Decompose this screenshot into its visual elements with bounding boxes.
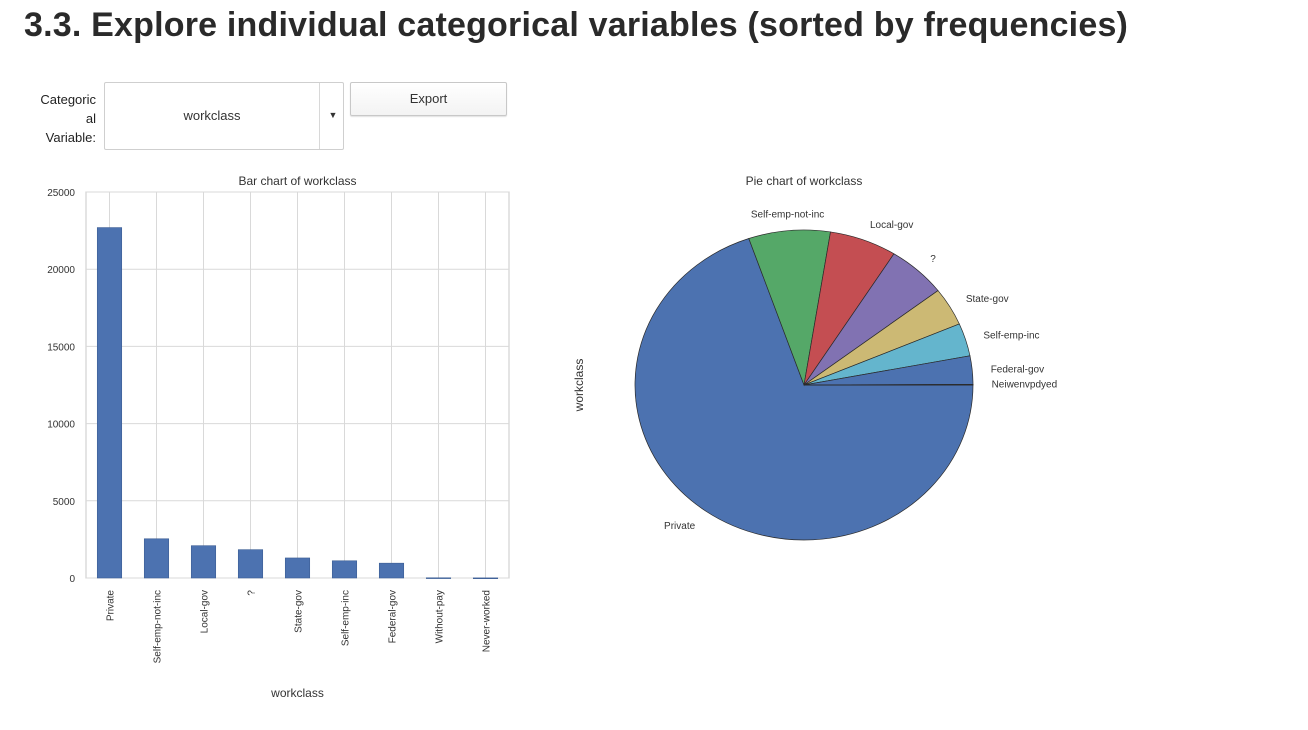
x-tick-label: Without-pay xyxy=(435,590,446,643)
export-button[interactable]: Export xyxy=(350,82,507,116)
caret-down-icon[interactable]: ▼ xyxy=(328,110,338,120)
variable-label-line-3: Variable: xyxy=(45,130,96,145)
bar-Self-emp-inc xyxy=(331,560,358,579)
selected-variable-value: workclass xyxy=(183,108,241,123)
bar-chart-title: Bar chart of workclass xyxy=(238,174,356,188)
variable-label-line-2: al xyxy=(85,111,96,126)
bar-State-gov xyxy=(284,557,311,579)
bar-x-axis-label: workclass xyxy=(270,686,324,700)
bar-Without-pay xyxy=(425,577,452,579)
bar-Never-worked xyxy=(472,577,499,579)
dropdown-divider xyxy=(319,83,320,149)
x-tick-label: Self-emp-inc xyxy=(341,590,352,646)
x-tick-label: Self-emp-not-inc xyxy=(153,590,164,663)
x-tick-label: Local-gov xyxy=(200,590,211,633)
slice-Private xyxy=(634,238,974,541)
bar-Private xyxy=(96,227,123,579)
variable-label-line-1: Categoric xyxy=(40,92,96,107)
slice-label: Self-emp-inc xyxy=(983,331,1039,342)
bar-? xyxy=(237,549,264,579)
y-tick-label: 0 xyxy=(69,574,75,585)
slice-label: Federal-gov xyxy=(991,364,1044,375)
y-tick-label: 20000 xyxy=(47,265,75,276)
y-tick-label: 10000 xyxy=(47,420,75,431)
slice-label: ? xyxy=(930,254,936,265)
bar-Local-gov xyxy=(190,545,217,579)
slice-label: State-gov xyxy=(966,294,1009,305)
bar-Federal-gov xyxy=(378,562,405,579)
slice-label: Local-gov xyxy=(870,220,913,231)
slice-label-overlap: Neiwenvpdyed xyxy=(992,380,1058,391)
y-tick-label: 15000 xyxy=(47,342,75,353)
x-tick-label: Private xyxy=(106,590,117,622)
slice-label: Private xyxy=(664,521,696,532)
categorical-variable-dropdown[interactable]: workclass ▼ xyxy=(104,82,344,150)
bar-chart: 0 5000 10000 15000 20000 25000 Private Self-emp… xyxy=(47,174,510,700)
variable-label: Categoric al Variable: xyxy=(26,90,96,147)
bar-Self-emp-not-inc xyxy=(143,538,170,579)
x-tick-label: Federal-gov xyxy=(388,590,399,643)
x-tick-label: ? xyxy=(247,590,258,596)
pie-chart-title: Pie chart of workclass xyxy=(746,174,863,188)
y-tick-label: 25000 xyxy=(47,188,75,199)
x-tick-label: State-gov xyxy=(294,590,305,633)
pie-y-axis-label: workclass xyxy=(572,359,586,413)
slice-label: Self-emp-not-inc xyxy=(751,210,824,221)
x-tick-label: Never-worked xyxy=(482,590,493,652)
page-title: 3.3. Explore individual categorical vari… xyxy=(24,6,1129,44)
y-tick-label: 5000 xyxy=(53,497,76,508)
